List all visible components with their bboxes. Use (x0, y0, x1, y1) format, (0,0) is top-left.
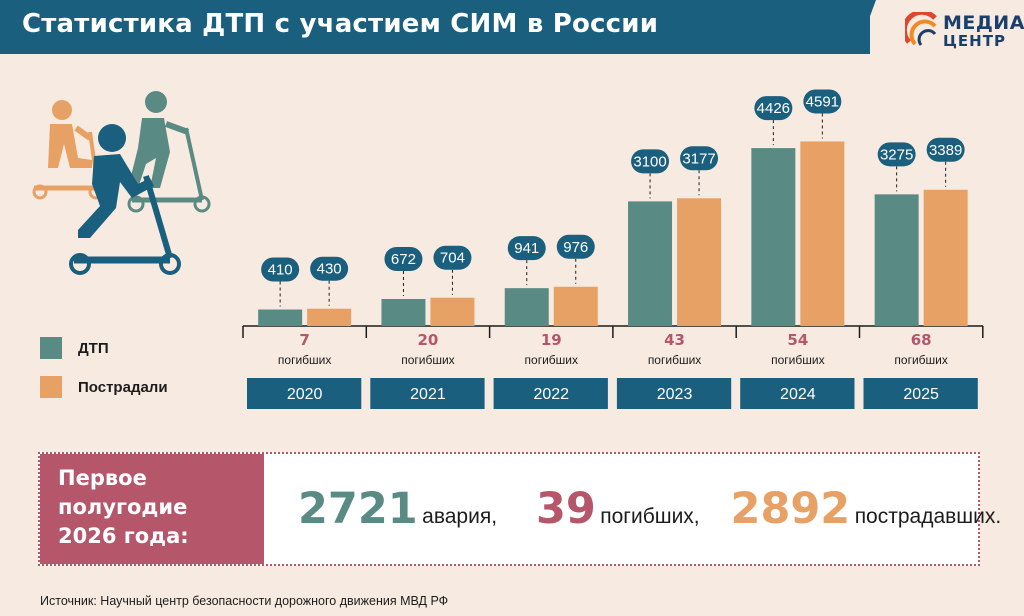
summary-accidents-label: авария, (422, 505, 498, 528)
x-tick-label: 2022 (533, 386, 569, 403)
bar-dtp (751, 148, 796, 326)
bar-injured (553, 286, 598, 326)
legend-swatch-injured (40, 376, 62, 398)
bar-dtp (381, 298, 426, 326)
bar-injured (923, 189, 968, 326)
x-tick-label: 2025 (903, 386, 939, 403)
bar-dtp (504, 288, 549, 326)
data-label-bubble (433, 245, 472, 270)
data-label: 976 (563, 239, 588, 256)
page-title: Статистика ДТП с участием СИМ в России (22, 9, 659, 39)
bar-chart: 410 430 7 погибших 2020 672 704 20 погибших 2021 9… (242, 89, 984, 409)
deaths-value: 20 (418, 331, 439, 349)
legend-label-injured: Пострадали (78, 378, 168, 396)
data-label-bubble (556, 234, 595, 259)
year-box (740, 378, 855, 409)
deaths-value: 43 (664, 331, 685, 349)
data-label-bubble (261, 257, 300, 282)
deaths-label: погибших (894, 353, 947, 367)
bar-injured (430, 297, 475, 326)
scooter-illustration (32, 91, 211, 275)
deaths-value: 54 (787, 331, 808, 349)
year-box (493, 378, 608, 409)
data-label: 3100 (633, 153, 666, 170)
deaths-value: 19 (541, 331, 562, 349)
logo-text-top: МЕДИА (943, 12, 1024, 34)
legend-item-injured: Пострадали (40, 376, 168, 398)
x-tick-label: 2024 (780, 386, 816, 403)
year-box (616, 378, 732, 409)
x-tick-label: 2020 (287, 386, 323, 403)
deaths-label: погибших (525, 353, 578, 367)
data-label-bubble (631, 149, 670, 174)
data-label: 4591 (806, 93, 839, 110)
x-tick-label: 2023 (657, 386, 693, 403)
year-box (863, 378, 978, 409)
header-bar: Статистика ДТП с участием СИМ в России (0, 0, 870, 54)
data-label: 4426 (757, 100, 790, 117)
summary-injured-label: пострадавших. (854, 505, 1002, 528)
summary-deaths-value: 39 (535, 484, 596, 534)
x-tick-label: 2021 (410, 386, 446, 403)
deaths-label: погибших (771, 353, 824, 367)
data-label: 672 (391, 251, 416, 268)
summary-title: Первое полугодие 2026 года: (58, 466, 189, 548)
data-label: 430 (317, 261, 342, 278)
legend-item-dtp: ДТП (40, 337, 109, 359)
summary-accidents-value: 2721 (298, 484, 418, 534)
legend-label-dtp: ДТП (78, 339, 109, 357)
deaths-label: погибших (648, 353, 701, 367)
data-label-bubble (926, 137, 965, 162)
deaths-value: 7 (299, 331, 309, 349)
logo-text-bottom: ЦЕНТР (943, 32, 1006, 50)
media-center-logo: МЕДИА ЦЕНТР (905, 10, 1024, 50)
data-label: 704 (440, 250, 465, 267)
data-label-bubble (754, 96, 793, 121)
deaths-label: погибших (401, 353, 454, 367)
data-label: 3389 (929, 142, 962, 159)
deaths-label: погибших (278, 353, 331, 367)
year-box (247, 378, 362, 409)
bar-dtp (628, 201, 673, 326)
header-stripes (770, 0, 876, 54)
data-label: 3177 (682, 150, 715, 167)
data-label: 941 (514, 240, 539, 257)
data-label: 3275 (880, 146, 913, 163)
data-label-bubble (877, 142, 916, 167)
bar-injured (800, 141, 845, 326)
deaths-value: 68 (911, 331, 932, 349)
data-label: 410 (268, 262, 293, 279)
data-label-bubble (803, 89, 842, 114)
summary-title-panel: Первое полугодие 2026 года: (40, 454, 264, 564)
data-label-bubble (310, 256, 349, 281)
summary-deaths-label: погибших, (600, 505, 700, 528)
data-label-bubble (680, 146, 719, 171)
legend-swatch-dtp (40, 337, 62, 359)
data-label-bubble (384, 246, 423, 271)
bar-dtp (874, 194, 919, 326)
source-note: Источник: Научный центр безопасности дор… (40, 594, 449, 608)
data-label-bubble (507, 236, 546, 261)
bar-dtp (258, 309, 303, 326)
logo-mark-icon (905, 12, 937, 46)
summary-box: Первое полугодие 2026 года: 2721 авария,… (38, 452, 1001, 566)
summary-injured-value: 2892 (730, 484, 851, 534)
summary-stats: 2721 авария, 39 погибших, 2892 пострадав… (298, 484, 1001, 534)
bar-injured (307, 308, 352, 326)
bar-injured (677, 198, 722, 326)
year-box (370, 378, 485, 409)
